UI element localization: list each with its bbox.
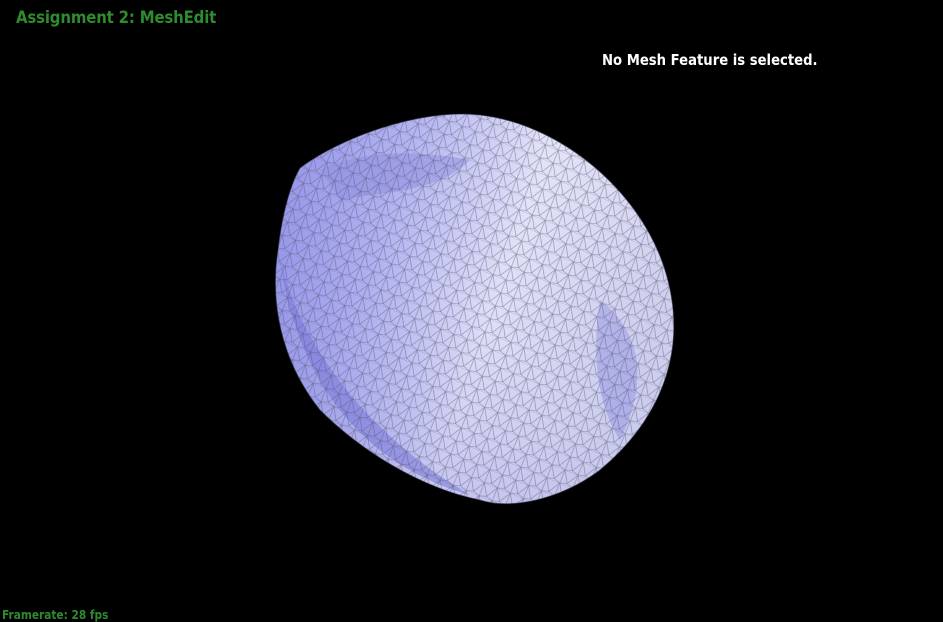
torus-outline [274, 113, 675, 505]
framerate-readout: Framerate: 28 fps [2, 608, 109, 622]
selection-status: No Mesh Feature is selected. [602, 51, 818, 69]
app-title: Assignment 2: MeshEdit [16, 8, 217, 28]
torus-mesh[interactable] [260, 100, 680, 520]
